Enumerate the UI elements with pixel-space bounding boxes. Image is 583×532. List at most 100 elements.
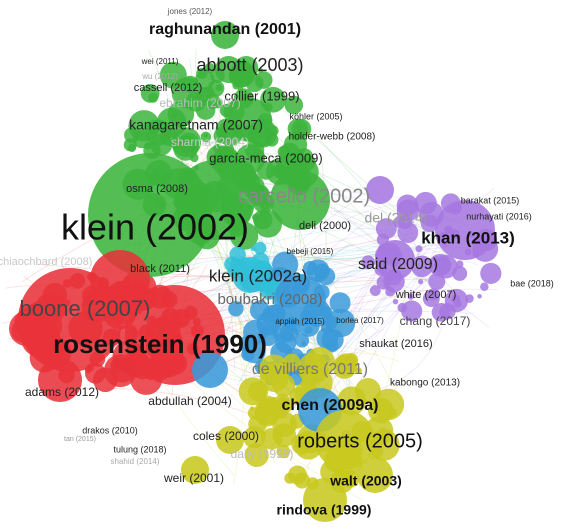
node-bubble: [282, 353, 301, 372]
node-bubble: [270, 170, 330, 230]
node-bubble: [329, 292, 351, 314]
node-bubble: [357, 457, 393, 493]
node-bubble: [90, 250, 150, 310]
node-label: kanagaretnam (2007): [129, 117, 263, 133]
node-bubble: [256, 161, 276, 180]
node-bubble: [241, 347, 255, 362]
node-bubble: [418, 279, 424, 285]
node-bubble: [185, 136, 195, 146]
node-bubble: [315, 410, 375, 470]
node-bubble: [259, 362, 289, 392]
node-bubble: [343, 476, 352, 486]
node-bubble: [247, 381, 269, 402]
node-bubble: [422, 290, 440, 308]
node-label: black (2011): [130, 263, 190, 275]
node-bubble: [375, 240, 415, 280]
node-bubble: [387, 408, 397, 418]
node-bubble: [303, 478, 347, 522]
node-bubble: [252, 209, 273, 230]
node-bubble: [228, 98, 272, 142]
node-label: appiah (2015): [275, 317, 325, 326]
node-bubble: [415, 245, 423, 253]
node-bubble: [477, 294, 482, 299]
node-bubble: [453, 299, 462, 308]
node-label: chen (2009a): [282, 397, 379, 414]
node-label: boubakri (2008): [217, 291, 322, 308]
node-label: osma (2008): [126, 183, 188, 195]
node-label: kabongo (2013): [390, 378, 460, 389]
node-label: wu (2012): [141, 72, 178, 81]
node-label: daily (1999): [231, 447, 294, 461]
node-label: weir (2001): [163, 471, 224, 485]
node-bubble: [284, 95, 304, 115]
node-label: klein (2002): [61, 207, 249, 248]
node-label: tulung (2018): [113, 444, 166, 454]
node-bubble: [295, 123, 302, 131]
node-bubble: [192, 352, 228, 388]
node-label: chang (2017): [400, 314, 471, 328]
node-bubble: [244, 442, 269, 468]
node-bubble: [300, 368, 309, 377]
node-bubble: [279, 323, 299, 342]
node-label: del (2014): [364, 210, 427, 226]
node-label: sharma (2004): [171, 135, 249, 149]
node-label: khan (2013): [421, 228, 515, 247]
node-bubble: [173, 144, 179, 150]
node-bubble: [110, 358, 124, 372]
node-bubble: [230, 60, 255, 85]
node-label: coles (2000): [193, 429, 259, 443]
node-label: abdullah (2004): [148, 394, 231, 408]
node-bubble: [196, 67, 208, 79]
node-label: drakos (2010): [82, 425, 138, 435]
node-bubble: [181, 456, 209, 484]
node-bubble: [337, 386, 367, 416]
node-label: nurhayati (2016): [466, 211, 532, 221]
node-bubble: [361, 255, 376, 270]
node-bubble: [431, 302, 451, 322]
node-bubble: [411, 255, 433, 278]
node-bubble: [254, 71, 273, 89]
node-bubble: [156, 107, 187, 138]
node-bubble: [247, 407, 260, 420]
node-label: de villiers (2011): [252, 361, 368, 378]
node-bubble: [366, 176, 394, 204]
node-label: roberts (2005): [297, 430, 423, 452]
node-bubble: [253, 241, 267, 255]
node-label: tan (2015): [64, 436, 96, 443]
node-bubble: [306, 259, 330, 283]
node-bubble: [200, 131, 212, 143]
node-label: shahid (2014): [111, 457, 160, 466]
node-bubble: [202, 86, 215, 99]
node-label: collier (1999): [224, 88, 299, 103]
node-bubble: [148, 92, 159, 103]
node-label: bae (2018): [510, 278, 554, 288]
node-label: jones (2012): [167, 7, 213, 16]
node-label: köhler (2005): [289, 111, 342, 121]
node-bubble: [428, 272, 446, 291]
node-bubble: [407, 293, 414, 300]
node-bubble: [144, 142, 152, 150]
node-bubble: [237, 86, 244, 93]
node-label: cassell (2012): [134, 82, 202, 94]
node-bubble: [175, 160, 255, 240]
node-bubble: [392, 298, 399, 305]
node-label: garcía-meca (2009): [209, 150, 322, 165]
labels: jones (2012) raghunandan (2001) wei (2011)…: [0, 7, 554, 518]
node-bubble: [274, 274, 326, 326]
node-bubble: [260, 428, 283, 450]
node-label: shaukat (2016): [359, 338, 432, 350]
node-bubble: [259, 199, 271, 211]
node-bubble: [369, 285, 381, 296]
edge: [354, 270, 439, 310]
node-label: raghunandan (2001): [149, 21, 301, 38]
node-bubble: [232, 257, 268, 293]
node-bubble: [195, 100, 216, 120]
node-bubble: [228, 301, 244, 317]
node-label: walt (2003): [329, 473, 402, 489]
node-bubble: [378, 427, 388, 437]
node-bubble: [211, 21, 239, 49]
node-bubble: [385, 286, 396, 297]
node-bubble: [291, 130, 301, 141]
